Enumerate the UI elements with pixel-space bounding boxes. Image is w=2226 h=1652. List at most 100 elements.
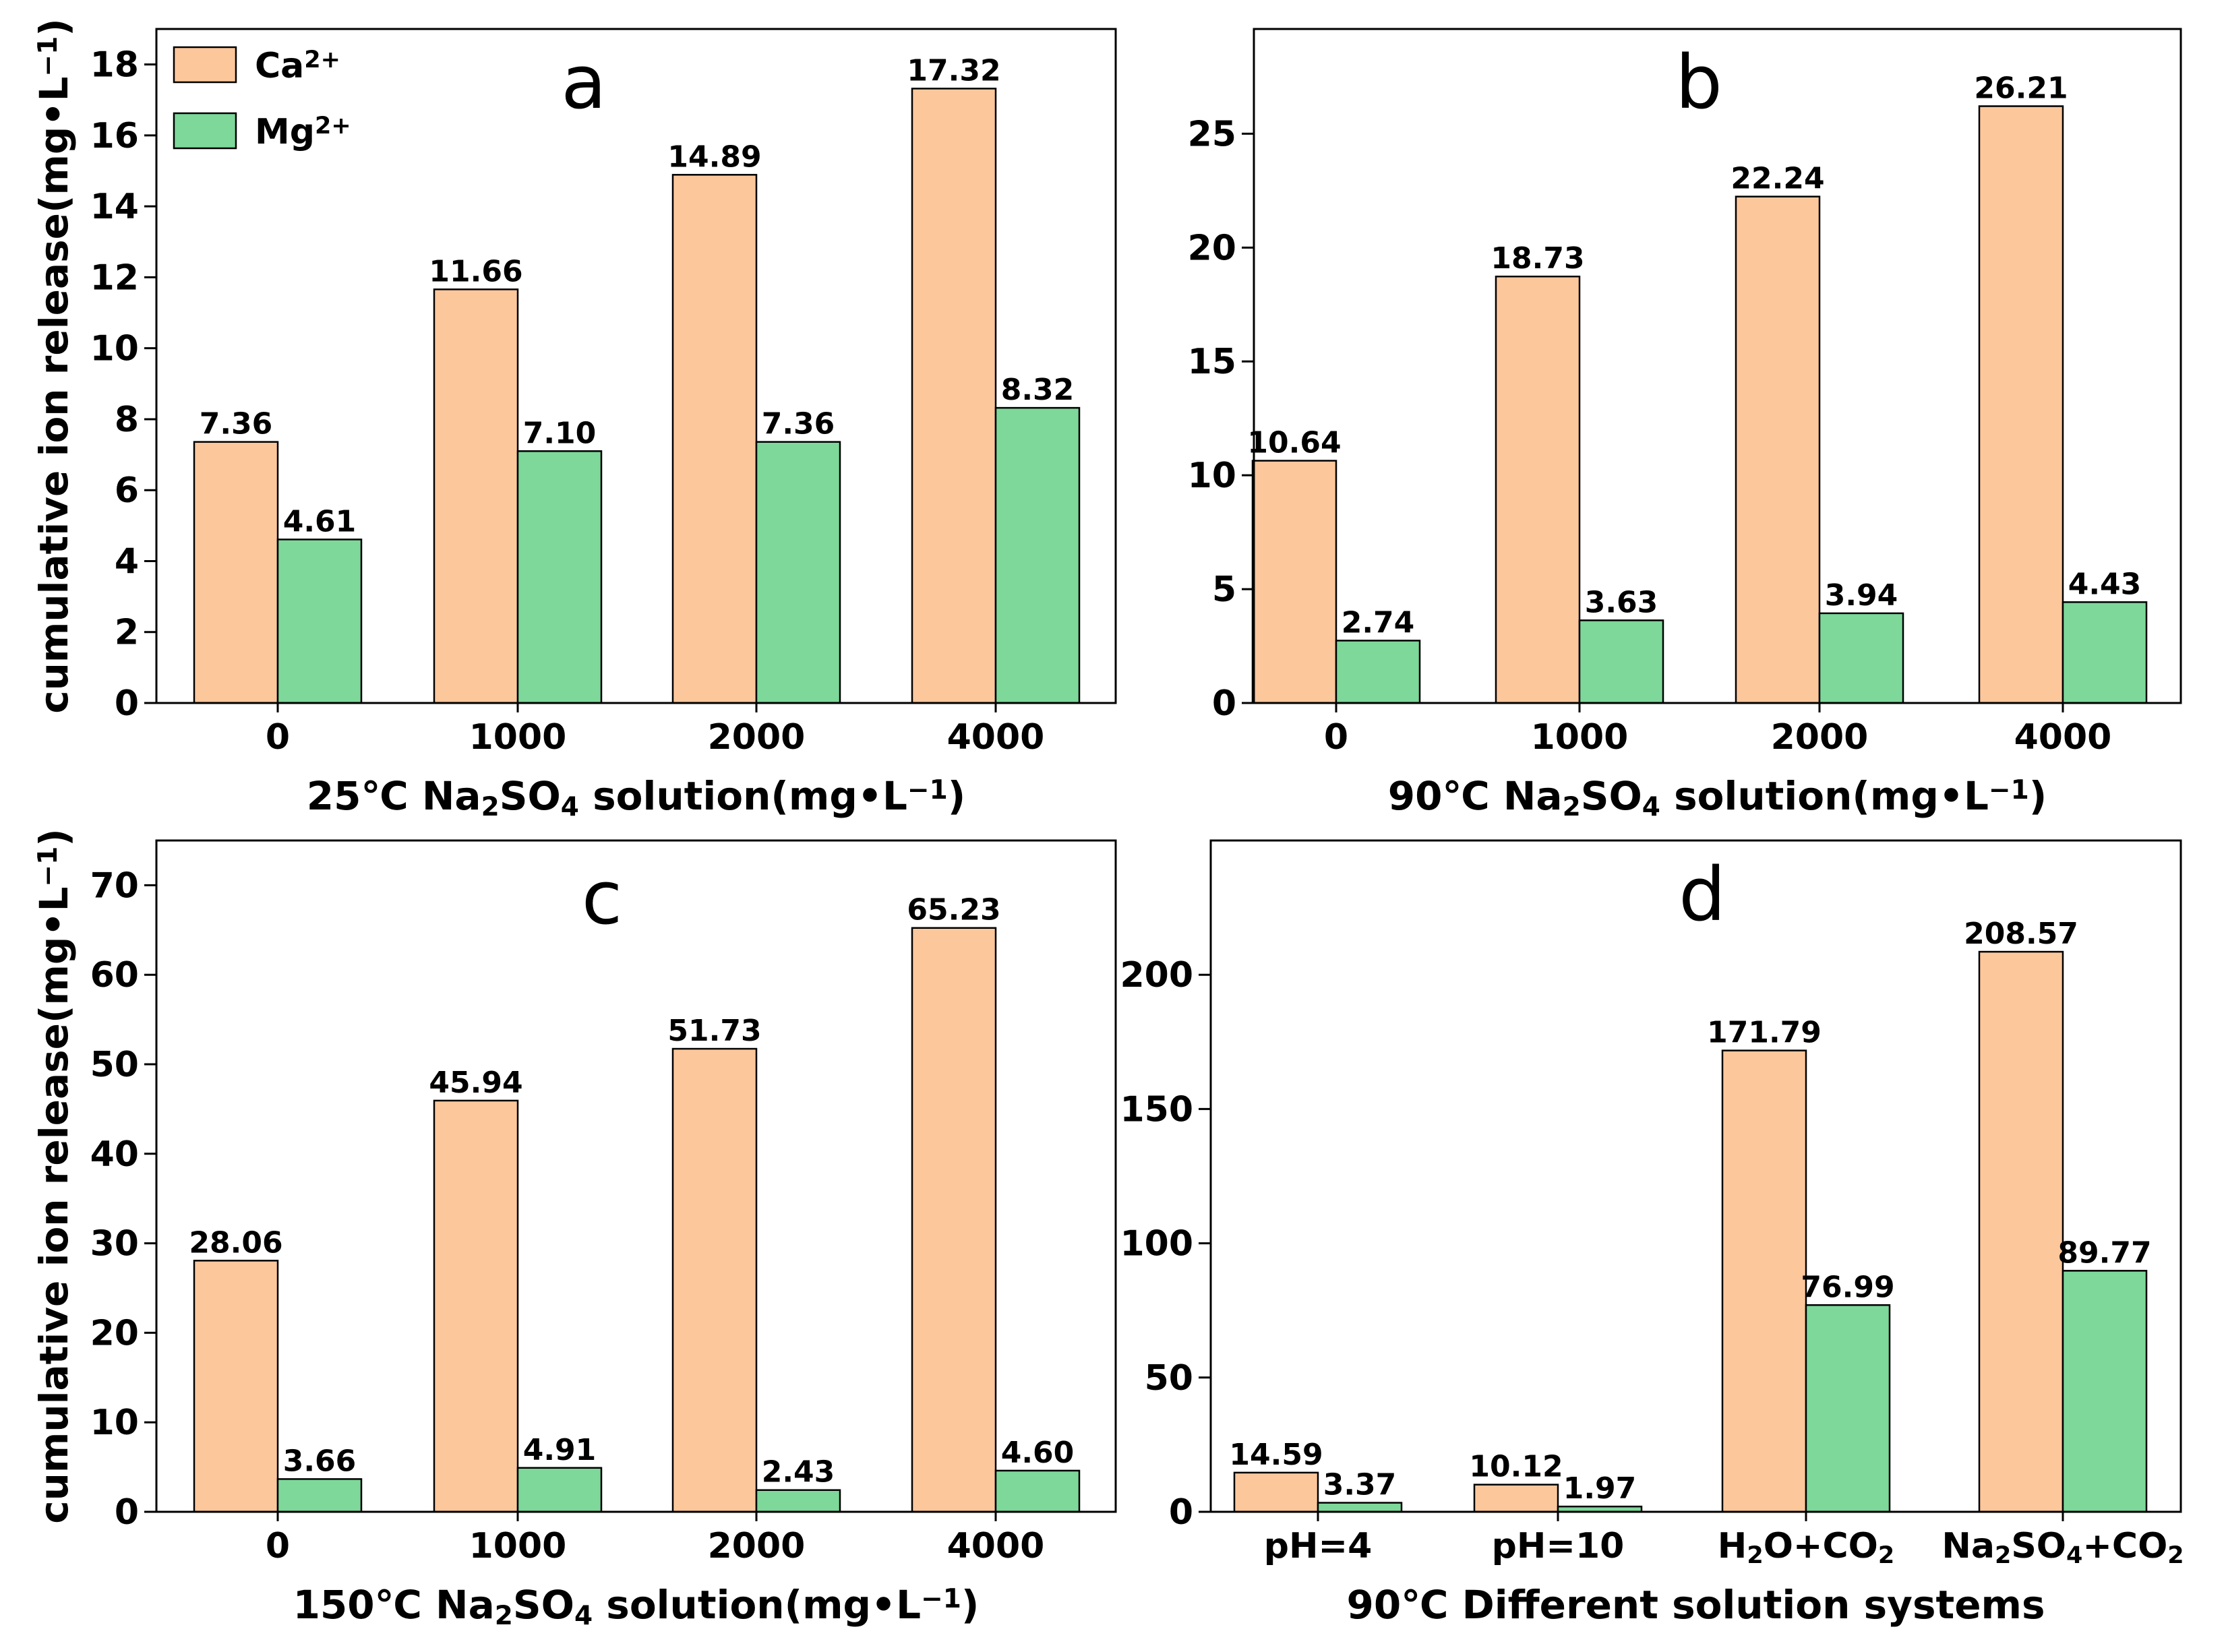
x-axis-label-b: 90℃ Na2SO4 solution(mg•L−1) [1388, 773, 2047, 822]
xtick-label-b-1: 1000 [1531, 717, 1629, 758]
bar-d-mg-3 [2062, 1270, 2148, 1513]
data-label-b-mg-2: 3.94 [1825, 578, 1898, 613]
plot-frame-d [1209, 839, 2182, 1513]
xtick-label-b-3: 4000 [2014, 717, 2112, 758]
data-label-b-mg-3: 4.43 [2068, 567, 2142, 601]
ytick-label-b: 10 [1188, 456, 1236, 496]
data-label-d-mg-1: 1.97 [1563, 1471, 1637, 1506]
data-label-b-mg-0: 2.74 [1342, 605, 1415, 640]
xtick-label-b-0: 0 [1324, 717, 1348, 758]
legend-swatch-ca [173, 46, 237, 84]
legend-label-ca: Ca2+ [255, 46, 340, 86]
x-axis-label-a: 25℃ Na2SO4 solution(mg•L−1) [307, 773, 966, 822]
data-label-d-ca-3: 208.57 [1964, 917, 2078, 951]
xtick-label-d-1: pH=10 [1492, 1526, 1625, 1566]
panel-letter-a: a [561, 39, 606, 125]
bar-d-ca-1 [1473, 1483, 1559, 1513]
bar-a-mg-1 [516, 450, 603, 704]
bar-b-mg-0 [1335, 640, 1421, 704]
panel-c: 28.06 45.94 51.73 65.23 3.66 4.91 2.43 4.60 0 10 2… [90, 839, 1117, 1631]
ytick-label-a: 12 [90, 257, 139, 298]
x-axis-label-c: 150℃ Na2SO4 solution(mg•L−1) [293, 1582, 980, 1631]
ytick-label-c: 30 [90, 1224, 139, 1264]
plot-frame-c [155, 839, 1117, 1513]
data-label-b-ca-0: 10.64 [1247, 426, 1341, 460]
ytick-label-c: 10 [90, 1403, 139, 1443]
ytick-label-a: 16 [90, 116, 139, 156]
bar-a-mg-2 [755, 441, 841, 704]
data-label-d-ca-1: 10.12 [1469, 1450, 1563, 1484]
bar-d-mg-0 [1317, 1502, 1403, 1513]
data-label-d-ca-2: 171.79 [1707, 1016, 1822, 1050]
bar-d-mg-2 [1805, 1304, 1891, 1513]
bar-b-mg-2 [1818, 612, 1904, 704]
data-label-b-ca-2: 22.24 [1731, 162, 1824, 196]
ytick-label-b: 25 [1188, 114, 1236, 154]
bar-b-ca-1 [1495, 275, 1581, 704]
bar-a-ca-0 [193, 441, 279, 704]
ytick-label-d: 150 [1120, 1089, 1193, 1130]
panel-letter-c: c [582, 855, 622, 941]
data-label-a-ca-1: 11.66 [429, 254, 522, 288]
xtick-label-d-2: H2O+CO2 [1718, 1526, 1894, 1569]
legend-label-mg: Mg2+ [255, 112, 351, 152]
legend-swatch-mg [173, 112, 237, 150]
bar-a-ca-3 [911, 88, 997, 704]
bar-c-ca-2 [671, 1047, 758, 1513]
plot-frame-b [1253, 28, 2182, 704]
xtick-label-a-0: 0 [266, 717, 290, 758]
ytick-label-d: 50 [1145, 1358, 1193, 1399]
bar-c-mg-1 [516, 1467, 603, 1513]
bar-c-mg-3 [994, 1469, 1081, 1513]
xtick-label-d-0: pH=4 [1264, 1526, 1373, 1566]
ytick-label-b: 5 [1212, 570, 1236, 610]
ytick-label-d: 100 [1120, 1224, 1193, 1264]
bar-b-mg-3 [2062, 601, 2148, 704]
ytick-label-c: 20 [90, 1313, 139, 1353]
data-label-d-mg-0: 3.37 [1323, 1468, 1397, 1502]
data-label-d-mg-3: 89.77 [2057, 1235, 2151, 1270]
data-label-a-mg-1: 7.10 [523, 416, 597, 450]
ytick-label-c: 50 [90, 1045, 139, 1085]
xtick-label-c-0: 0 [266, 1526, 290, 1566]
data-label-c-ca-2: 51.73 [667, 1014, 761, 1048]
ytick-label-d: 0 [1169, 1492, 1193, 1533]
xtick-label-a-1: 1000 [469, 717, 567, 758]
panel-letter-b: b [1675, 39, 1722, 125]
data-label-c-ca-1: 45.94 [429, 1066, 522, 1100]
ytick-label-d: 200 [1120, 955, 1193, 996]
ytick-label-a: 10 [90, 329, 139, 369]
data-label-c-mg-2: 2.43 [762, 1455, 835, 1490]
ytick-label-a: 8 [115, 400, 139, 440]
data-label-a-mg-2: 7.36 [762, 407, 835, 441]
bar-c-ca-1 [433, 1099, 519, 1513]
panel-d: 14.59 10.12 171.79 208.57 3.37 1.97 76.99 89.77… [1120, 839, 2184, 1628]
ytick-label-c: 70 [90, 865, 139, 906]
x-axis-label-d: 90℃ Different solution systems [1347, 1582, 2045, 1628]
data-label-c-mg-3: 4.60 [1001, 1436, 1075, 1470]
ytick-label-b: 20 [1188, 228, 1236, 268]
bar-a-ca-2 [671, 174, 758, 704]
data-label-b-ca-1: 18.73 [1491, 241, 1584, 276]
ytick-label-a: 0 [115, 683, 139, 724]
xtick-label-b-2: 2000 [1771, 717, 1869, 758]
plot-frame-a [155, 28, 1117, 704]
bar-b-ca-0 [1251, 460, 1337, 704]
ytick-label-a: 2 [115, 613, 139, 653]
y-axis-label-a: cumulative ion release(mg•L−1) [31, 18, 77, 714]
y-axis-label-c: cumulative ion release(mg•L−1) [31, 828, 77, 1524]
data-label-b-mg-1: 3.63 [1585, 585, 1658, 619]
xtick-label-d-3: Na2SO4+CO2 [1942, 1526, 2184, 1569]
ytick-label-a: 18 [90, 45, 139, 86]
bar-c-ca-3 [911, 927, 997, 1513]
data-label-a-ca-3: 17.32 [907, 53, 1000, 88]
bar-b-ca-2 [1735, 195, 1821, 704]
bar-c-mg-2 [755, 1489, 841, 1513]
data-label-c-mg-1: 4.91 [523, 1433, 597, 1467]
data-label-a-mg-3: 8.32 [1001, 373, 1075, 407]
bar-d-ca-3 [1978, 950, 2064, 1513]
data-label-a-mg-0: 4.61 [283, 504, 357, 539]
data-label-b-ca-3: 26.21 [1974, 71, 2068, 106]
ytick-label-b: 15 [1188, 342, 1236, 382]
ytick-label-c: 60 [90, 955, 139, 996]
